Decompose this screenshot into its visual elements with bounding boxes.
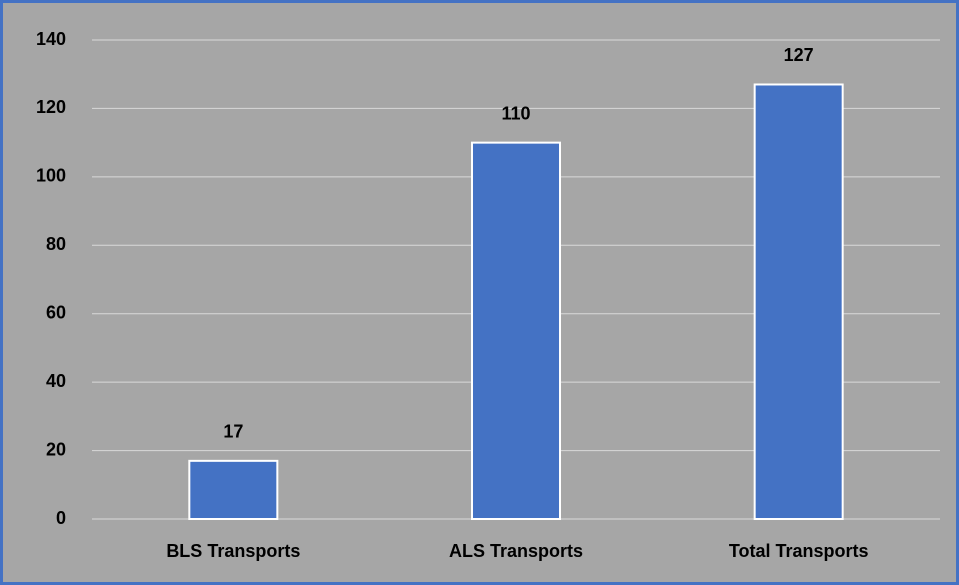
x-tick-label: BLS Transports xyxy=(166,541,300,561)
y-tick-label: 80 xyxy=(46,234,66,254)
data-label: 110 xyxy=(501,103,530,123)
x-tick-label: Total Transports xyxy=(729,541,869,561)
y-tick-label: 0 xyxy=(56,508,66,528)
y-tick-label: 120 xyxy=(36,97,66,117)
bar xyxy=(471,141,561,520)
x-tick-label: ALS Transports xyxy=(449,541,583,561)
data-label: 127 xyxy=(784,45,814,65)
y-tick-label: 100 xyxy=(36,166,66,186)
bar xyxy=(753,83,844,520)
y-tick-label: 140 xyxy=(36,29,66,49)
y-tick-label: 20 xyxy=(46,439,66,459)
y-tick-label: 60 xyxy=(46,302,66,322)
y-tick-label: 40 xyxy=(46,371,66,391)
data-label: 17 xyxy=(223,422,243,442)
bar xyxy=(188,459,279,521)
